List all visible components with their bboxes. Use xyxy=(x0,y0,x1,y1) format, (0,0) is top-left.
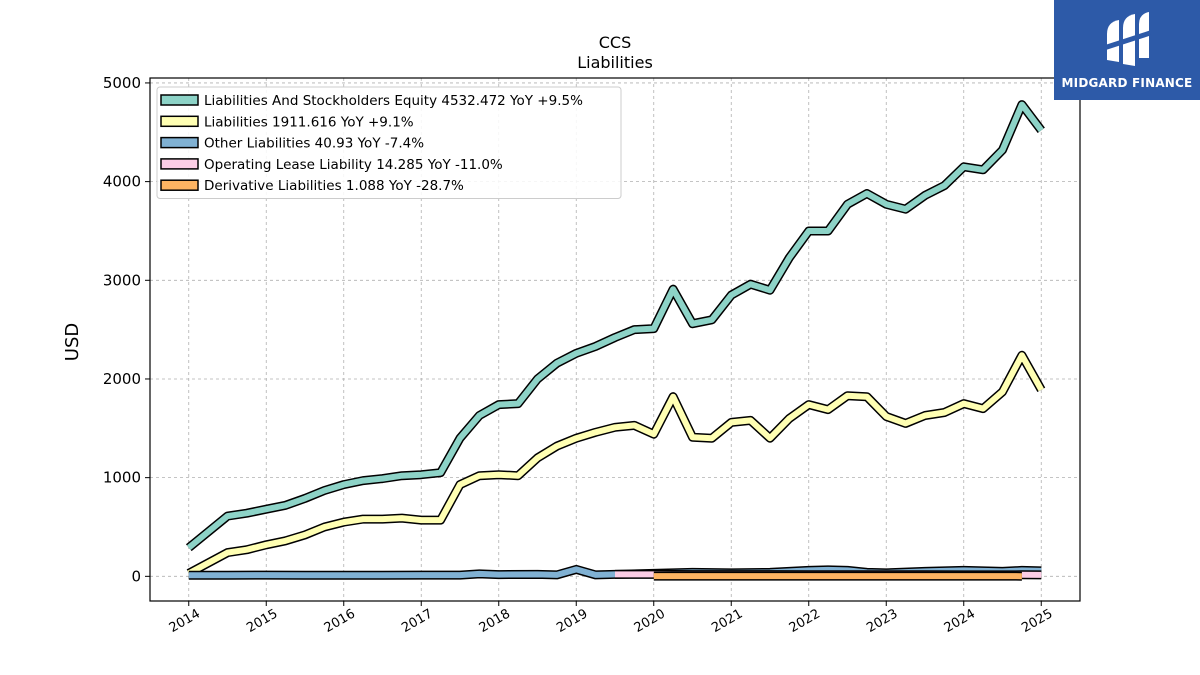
legend-item: Liabilities 1911.616 YoY +9.1% xyxy=(160,114,414,130)
y-tick-label: 4000 xyxy=(103,173,141,191)
x-axis: 2014 2015 2016 2017 2018 2019 2020 2021 2022 2023… xyxy=(167,601,1055,636)
legend-item: Derivative Liabilities 1.088 YoY -28.7% xyxy=(160,178,464,194)
legend-swatch xyxy=(160,158,199,170)
y-axis: 0 1000 2000 3000 4000 5000 xyxy=(103,74,150,585)
series-line xyxy=(187,352,1044,577)
x-tick-label: 2024 xyxy=(942,606,978,636)
series-1 xyxy=(186,350,1046,578)
series-0 xyxy=(185,100,1045,552)
x-tick-label: 2019 xyxy=(554,606,590,636)
chart-title: CCS xyxy=(599,33,632,52)
legend-box xyxy=(156,86,622,199)
chart-subtitle: Liabilities xyxy=(577,53,653,72)
x-tick-label: 2021 xyxy=(709,606,745,636)
logo-mark-icon xyxy=(1105,12,1151,66)
x-tick-label: 2017 xyxy=(399,606,435,636)
legend-swatch xyxy=(160,115,199,128)
legend-label: Other Liabilities 40.93 YoY -7.4% xyxy=(204,136,424,152)
x-tick-label: 2016 xyxy=(322,606,358,636)
legend-label: Operating Lease Liability 14.285 YoY -11… xyxy=(204,157,503,173)
legend-label: Liabilities 1911.616 YoY +9.1% xyxy=(204,114,414,130)
series-line xyxy=(186,101,1044,551)
x-tick-label: 2018 xyxy=(477,606,513,636)
series-layer xyxy=(185,100,1046,581)
legend-item: Liabilities And Stockholders Equity 4532… xyxy=(160,93,583,109)
x-tick-label: 2022 xyxy=(787,606,823,636)
x-tick-label: 2023 xyxy=(864,606,900,636)
series-outline xyxy=(186,350,1046,578)
logo-text: MIDGARD FINANCE xyxy=(1061,76,1193,90)
y-axis-label: USD xyxy=(62,323,83,361)
y-tick-label: 0 xyxy=(131,567,141,585)
y-tick-label: 1000 xyxy=(103,469,141,487)
legend: Liabilities And Stockholders Equity 4532… xyxy=(156,86,622,199)
x-tick-label: 2020 xyxy=(632,606,668,636)
legend-swatch xyxy=(160,94,199,106)
brand-logo: MIDGARD FINANCE xyxy=(1054,0,1200,100)
legend-swatch xyxy=(160,136,199,149)
x-tick-label: 2014 xyxy=(167,606,203,636)
x-tick-label: 2015 xyxy=(244,606,280,636)
y-tick-label: 5000 xyxy=(103,74,141,92)
legend-label: Liabilities And Stockholders Equity 4532… xyxy=(204,93,583,109)
y-tick-label: 2000 xyxy=(103,370,141,388)
plot-frame xyxy=(149,77,1081,602)
legend-item: Other Liabilities 40.93 YoY -7.4% xyxy=(160,136,424,152)
legend-label: Derivative Liabilities 1.088 YoY -28.7% xyxy=(204,178,464,194)
legend-swatch xyxy=(160,179,199,191)
x-tick-label: 2025 xyxy=(1019,606,1055,636)
y-tick-label: 3000 xyxy=(103,271,141,289)
legend-item: Operating Lease Liability 14.285 YoY -11… xyxy=(160,157,503,173)
